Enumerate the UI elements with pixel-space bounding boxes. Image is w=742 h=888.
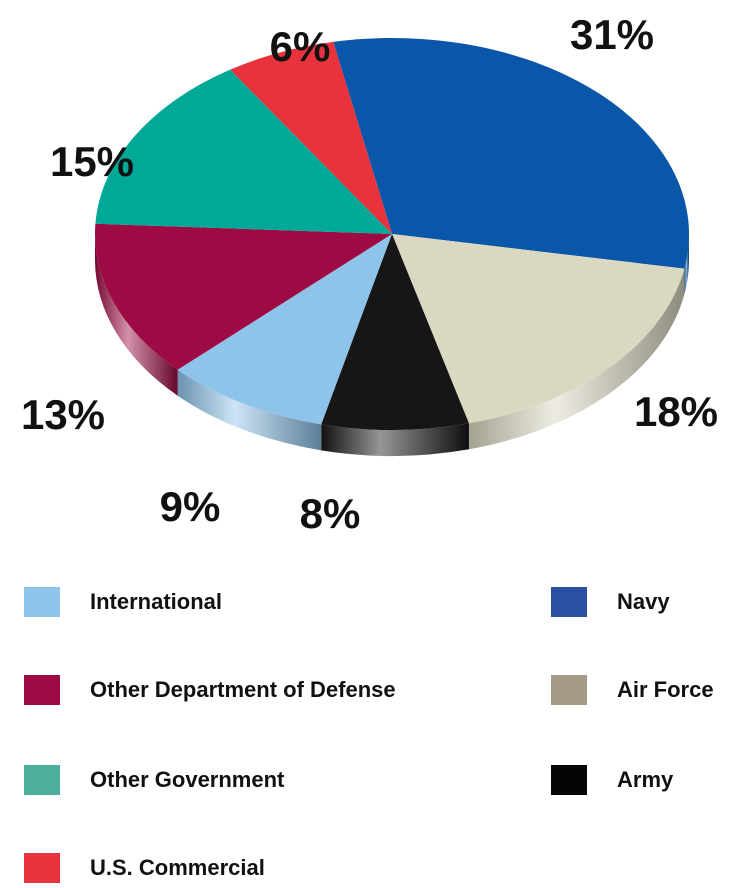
legend-label: Other Government (90, 767, 285, 792)
data-label-u-s-commercial: 6% (270, 23, 331, 70)
data-label-army: 8% (300, 490, 361, 537)
pie-slice-u-s-commercial (230, 41, 392, 234)
legend-swatch (24, 587, 60, 617)
pie-slice-navy (333, 38, 689, 269)
legend-label: Air Force (617, 677, 714, 702)
legend-label: International (90, 589, 223, 614)
legend-item-army: Army (551, 765, 673, 795)
data-label-international: 9% (160, 483, 221, 530)
legend-label: Other Department of Defense (90, 677, 396, 702)
legend-swatch (551, 765, 587, 795)
legend-item-other-government: Other Government (24, 765, 284, 795)
data-label-air-force: 18% (634, 388, 718, 435)
legend-swatch (551, 675, 587, 705)
legend-swatch (24, 853, 60, 883)
pie-slice-army (321, 234, 469, 430)
data-label-other-government: 15% (50, 138, 134, 185)
legend-swatch (24, 675, 60, 705)
pie-side-air-force (468, 268, 685, 450)
pie-slice-other-government (95, 69, 392, 234)
legend-item-other-department-of-defense: Other Department of Defense (24, 675, 396, 705)
legend-label: U.S. Commercial (90, 855, 265, 880)
pie-chart: 31% 18% 8% 9% 13% 15% 6% (21, 11, 718, 537)
pie-side-international (177, 369, 322, 451)
legend-swatch (551, 587, 587, 617)
pie-slice-air-force (392, 234, 685, 424)
pie-side-other-department-of-defense (95, 234, 178, 396)
legend-item-air-force: Air Force (551, 675, 714, 705)
legend-item-navy: Navy (551, 587, 670, 617)
legend-item-international: International (24, 587, 222, 617)
pie-slice-international (177, 234, 392, 425)
pie-side-navy (684, 234, 689, 295)
legend-swatch (24, 765, 60, 795)
data-label-navy: 31% (570, 11, 654, 58)
pie-side-army (321, 423, 469, 457)
legend-item-u-s-commercial: U.S. Commercial (24, 853, 265, 883)
legend-label: Army (617, 767, 674, 792)
legend-label: Navy (617, 589, 670, 614)
pie-slice-other-department-of-defense (95, 223, 393, 370)
data-label-other-department-of-defense: 13% (21, 391, 105, 438)
